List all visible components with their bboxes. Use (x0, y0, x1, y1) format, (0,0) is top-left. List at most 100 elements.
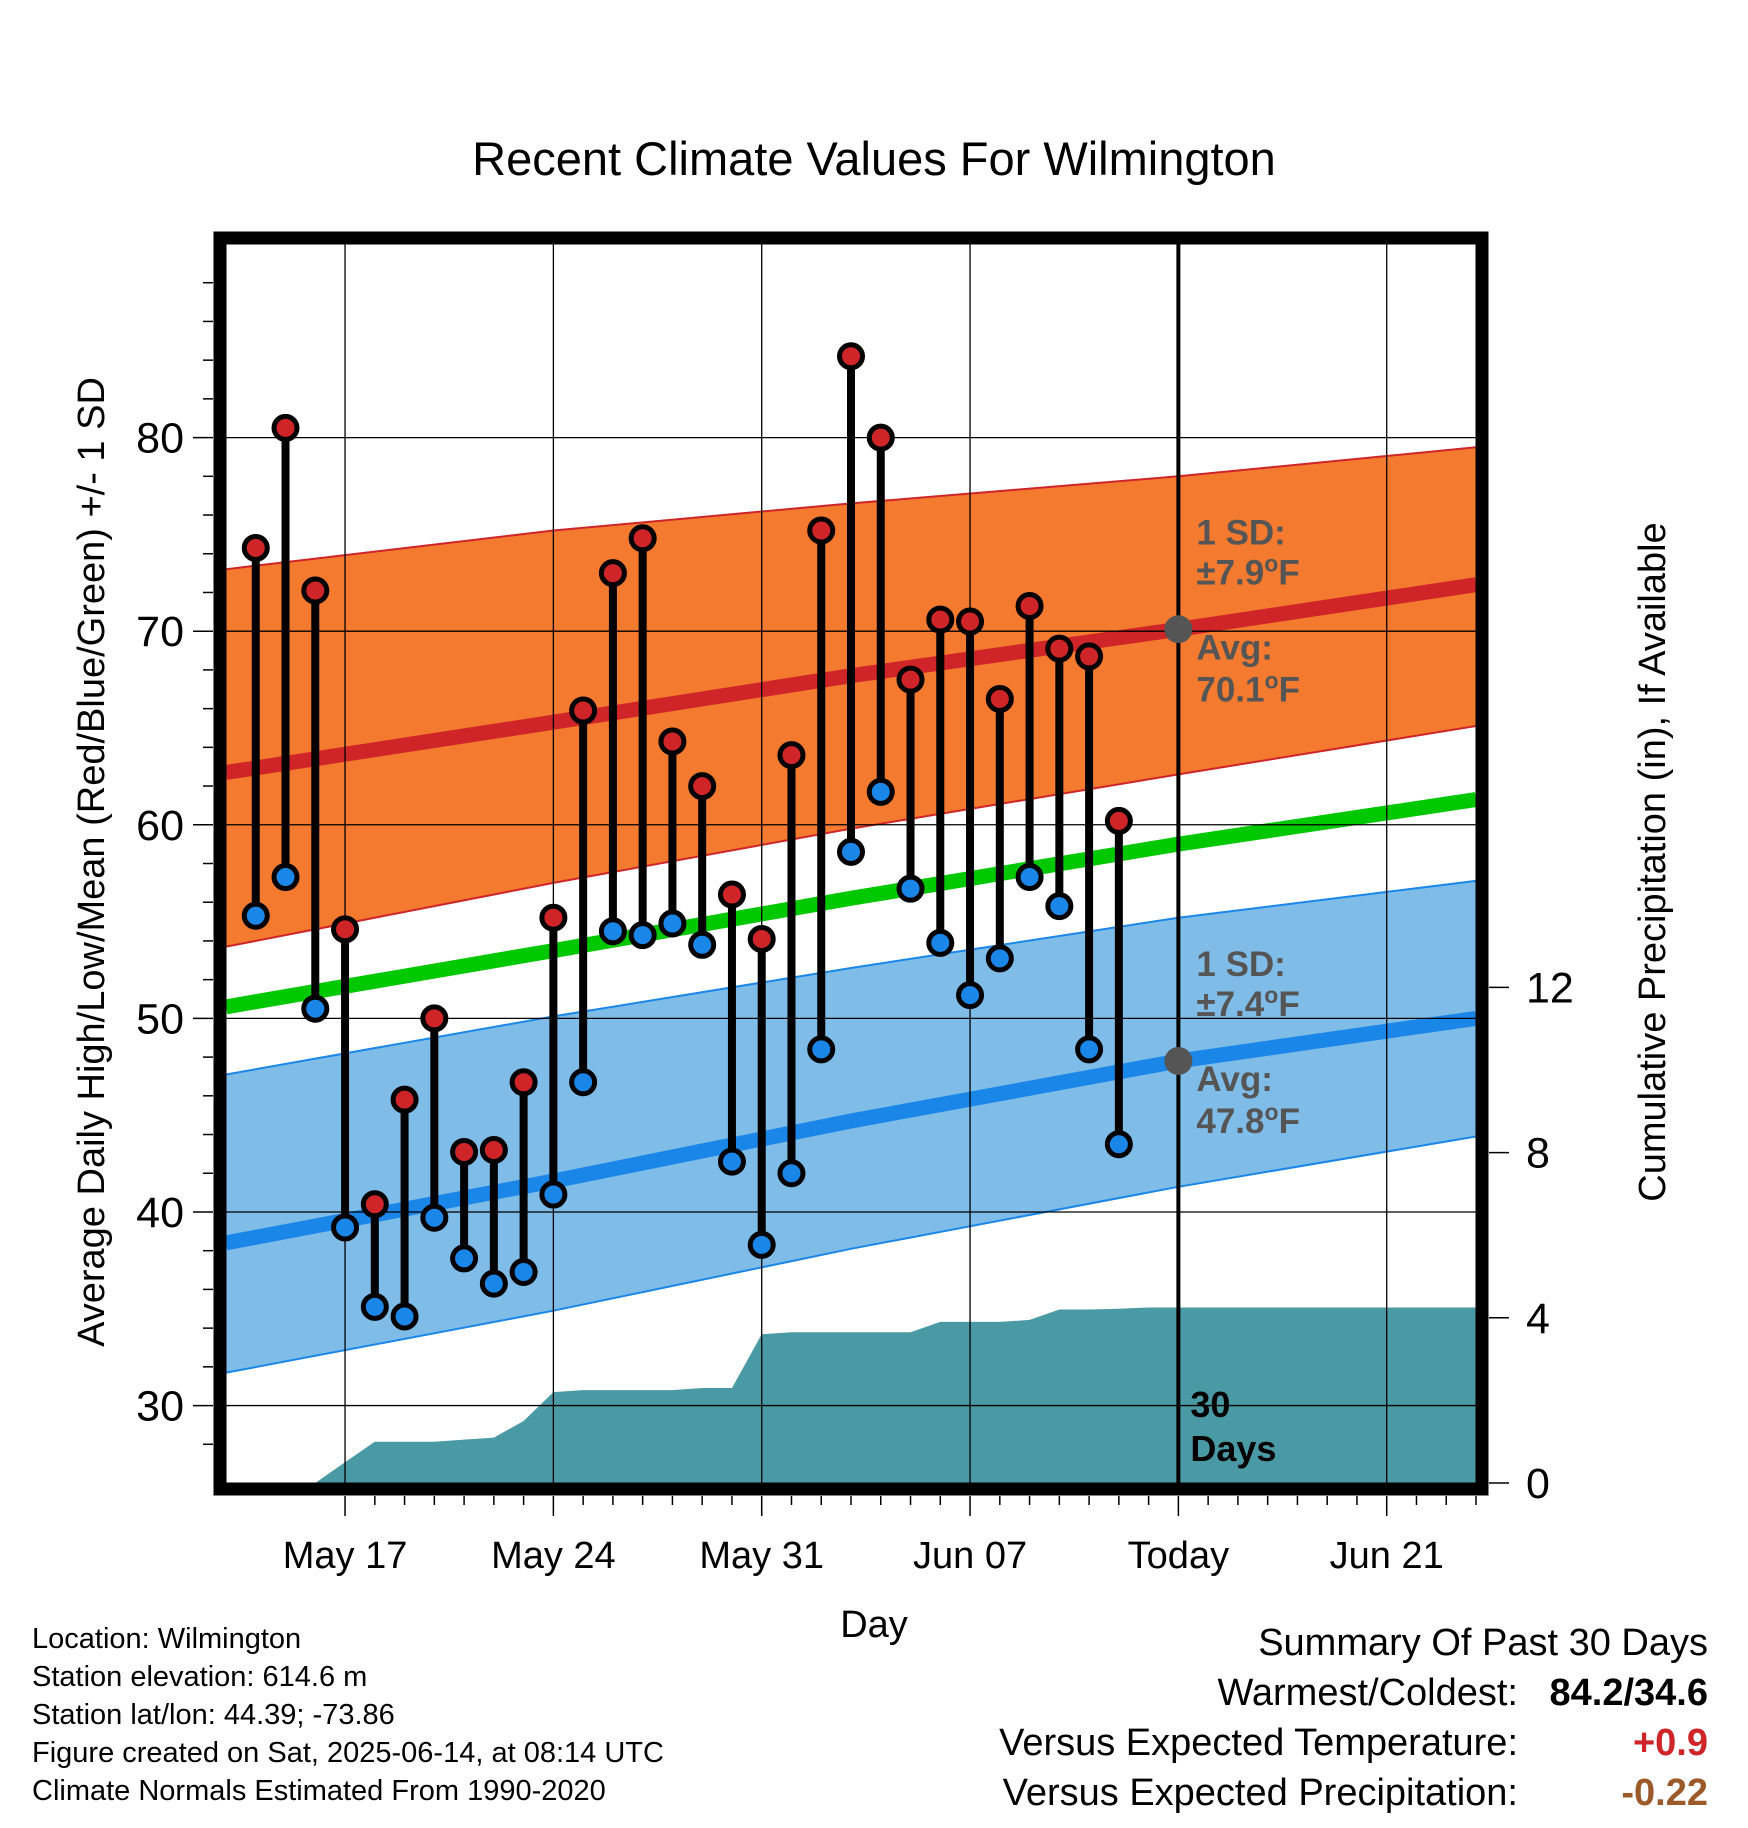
high-avg-label: Avg: (1196, 628, 1272, 667)
daily-low-point (717, 1147, 746, 1176)
summary-temp: Versus Expected Temperature: +0.9 (999, 1718, 1708, 1768)
daily-high-point (539, 903, 568, 932)
low-upper-edge (226, 879, 1476, 1076)
daily-high-point (866, 423, 895, 452)
latlon-text: Station lat/lon: 44.39; -73.86 (32, 1699, 395, 1731)
daily-high-point (896, 665, 925, 694)
x-axis-label: Day (840, 1604, 908, 1646)
daily-high-point (956, 607, 985, 636)
x-tick-label: May 31 (699, 1535, 824, 1577)
temp-label: Versus Expected Temperature: (999, 1722, 1518, 1764)
daily-high-point (598, 559, 627, 588)
high-avg-value: 70.1oF (1196, 667, 1300, 709)
y-tick-label: 70 (136, 608, 184, 656)
daily-high-point (985, 684, 1014, 713)
low-normal-line (226, 1010, 1476, 1251)
days-label-text: Days (1190, 1428, 1276, 1469)
daily-high-point (717, 880, 746, 909)
high-sd-value: ±7.9oF (1196, 550, 1299, 592)
low-lower-edge (226, 1135, 1476, 1374)
daily-low-point (658, 909, 687, 938)
daily-high-point (390, 1085, 419, 1114)
daily-high-point (509, 1068, 538, 1097)
daily-low-point (807, 1035, 836, 1064)
daily-low-point (569, 1068, 598, 1097)
daily-high-point (807, 516, 836, 545)
daily-low-point (956, 981, 985, 1010)
daily-low-point (450, 1244, 479, 1273)
daily-high-point (1045, 634, 1074, 663)
daily-low-point (1104, 1130, 1133, 1159)
elevation-text: Station elevation: 614.6 m (32, 1661, 368, 1693)
y-tick-label: 40 (136, 1189, 184, 1237)
today-high-avg-marker (1164, 615, 1193, 644)
daily-high-point (569, 696, 598, 725)
days-label-number: 30 (1190, 1384, 1230, 1425)
warm-cold-value: 84.2/34.6 (1549, 1672, 1708, 1714)
daily-high-point (360, 1190, 389, 1219)
low-sd-label: 1 SD: (1196, 945, 1285, 984)
daily-high-point (658, 727, 687, 756)
daily-high-point (688, 772, 717, 801)
daily-high-point (420, 1004, 449, 1033)
plot-inner (226, 244, 1476, 1483)
daily-low-point (896, 874, 925, 903)
x-tick-label: Jun 21 (1330, 1535, 1444, 1577)
low-sd-value: ±7.4oF (1196, 982, 1299, 1024)
daily-low-point (420, 1203, 449, 1232)
y2-tick-label: 0 (1526, 1460, 1550, 1508)
daily-low-point (331, 1213, 360, 1242)
x-tick-label: May 24 (491, 1535, 616, 1577)
y2-axis-label: Cumulative Precipitation (in), If Availa… (1632, 522, 1674, 1201)
daily-low-point (777, 1159, 806, 1188)
y-tick-label: 30 (136, 1383, 184, 1431)
daily-high-point (241, 533, 270, 562)
normals-text: Climate Normals Estimated From 1990-2020 (32, 1775, 606, 1807)
daily-low-point (598, 917, 627, 946)
daily-high-point (926, 605, 955, 634)
daily-high-point (479, 1136, 508, 1165)
daily-low-point (390, 1302, 419, 1331)
daily-low-point (539, 1180, 568, 1209)
daily-low-point (301, 994, 330, 1023)
daily-low-point (241, 901, 270, 930)
summary-panel: Summary Of Past 30 Days Warmest/Coldest:… (999, 1618, 1708, 1818)
daily-low-point (837, 837, 865, 866)
x-tick-label: Today (1128, 1535, 1229, 1577)
x-tick-label: May 17 (283, 1535, 408, 1577)
daily-low-point (688, 930, 717, 959)
summary-title: Summary Of Past 30 Days (1258, 1622, 1708, 1664)
precip-area (255, 1307, 1476, 1483)
daily-high-point (1015, 592, 1044, 621)
daily-low-point (866, 777, 895, 806)
daily-high-point (628, 524, 657, 553)
daily-high-point (747, 925, 776, 954)
high-sd-label: 1 SD: (1196, 513, 1285, 552)
daily-low-point (1045, 892, 1074, 921)
mean-normal-line (226, 792, 1476, 1015)
y2-tick-label: 8 (1526, 1130, 1550, 1178)
precip-value: -0.22 (1621, 1772, 1708, 1814)
location-text: Location: Wilmington (32, 1623, 302, 1655)
y-tick-label: 50 (136, 995, 184, 1043)
chart-title: Recent Climate Values For Wilmington (472, 132, 1276, 185)
daily-high-point (777, 741, 806, 770)
daily-low-point (1015, 863, 1044, 892)
daily-high-point (331, 915, 360, 944)
daily-low-point (628, 921, 657, 950)
summary-precip: Versus Expected Precipitation: -0.22 (999, 1768, 1708, 1818)
daily-low-point (479, 1269, 508, 1298)
y-tick-label: 60 (136, 802, 184, 850)
y-axis-label: Average Daily High/Low/Mean (Red/Blue/Gr… (71, 377, 113, 1347)
low-avg-label: Avg: (1196, 1060, 1272, 1099)
daily-high-point (1104, 806, 1133, 835)
daily-high-point (271, 413, 300, 442)
low-avg-value: 47.8oF (1196, 1099, 1300, 1141)
daily-high-point (1075, 642, 1104, 671)
temp-value: +0.9 (1632, 1722, 1708, 1764)
y2-tick-label: 4 (1526, 1295, 1550, 1343)
precip-label: Versus Expected Precipitation: (1002, 1772, 1518, 1814)
daily-low-point (926, 928, 955, 957)
daily-high-point (837, 342, 865, 371)
